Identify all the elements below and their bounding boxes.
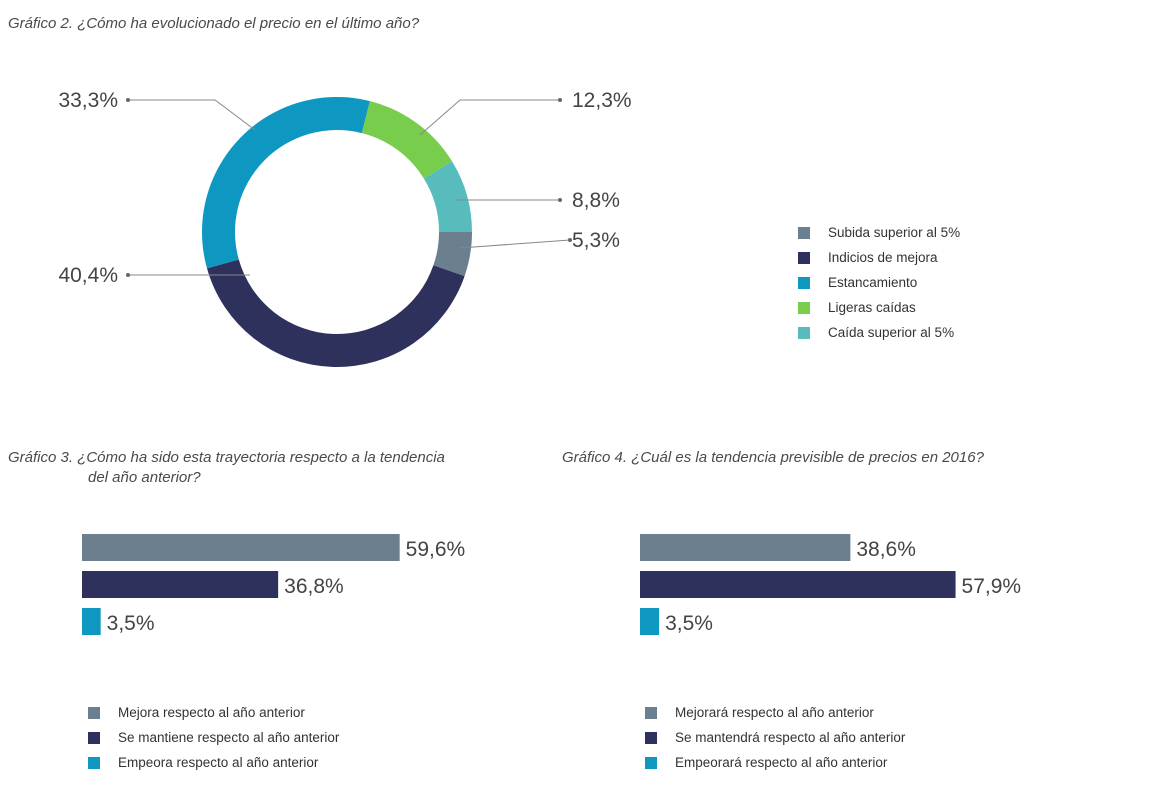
legend-item: Caída superior al 5%: [798, 320, 960, 345]
legend-label: Estancamiento: [828, 275, 918, 290]
legend-swatch: [88, 706, 100, 719]
legend-swatch: [88, 756, 100, 769]
bar-label: 36,8%: [284, 575, 344, 598]
chart3-legend: Mejora respecto al año anterior Se mantie…: [88, 700, 339, 775]
bar-label: 59,6%: [406, 538, 466, 561]
legend-label: Indicios de mejora: [828, 250, 938, 265]
legend-swatch: [645, 731, 657, 744]
bar: [82, 534, 400, 561]
legend-label: Se mantendrá respecto al año anterior: [675, 730, 906, 745]
leader-dot: [558, 198, 562, 202]
legend-swatch: [798, 276, 810, 289]
leader-line: [459, 239, 571, 249]
leader-dot: [126, 98, 130, 102]
legend-label: Empeora respecto al año anterior: [118, 755, 319, 770]
chart3-title-line2: del año anterior?: [88, 469, 201, 486]
leader-dot: [558, 98, 562, 102]
legend-item: Ligeras caídas: [798, 295, 960, 320]
legend-item: Empeorará respecto al año anterior: [645, 750, 905, 775]
bar: [640, 608, 660, 635]
bar: [82, 608, 101, 635]
legend-label: Mejorará respecto al año anterior: [675, 705, 874, 720]
legend-item: Estancamiento: [798, 270, 960, 295]
slice-label: 12,3%: [572, 89, 632, 112]
leader-dot: [126, 273, 130, 277]
slice-label: 5,3%: [572, 229, 620, 252]
legend-label: Caída superior al 5%: [828, 325, 955, 340]
donut-slice: [433, 232, 472, 277]
slice-label: 33,3%: [58, 89, 118, 112]
donut-slice: [423, 161, 472, 232]
chart4-title: Gráfico 4. ¿Cuál es la tendencia previsi…: [562, 449, 984, 466]
leader-line: [419, 99, 560, 136]
legend-label: Se mantiene respecto al año anterior: [118, 730, 340, 745]
bar-label: 57,9%: [962, 575, 1022, 598]
donut-slice: [361, 101, 452, 179]
bar-label: 3,5%: [107, 612, 155, 635]
legend-swatch: [798, 251, 810, 264]
legend-item: Mejorará respecto al año anterior: [645, 700, 905, 725]
legend-swatch: [645, 756, 657, 769]
legend-swatch: [798, 326, 810, 339]
legend-swatch: [88, 731, 100, 744]
legend-label: Mejora respecto al año anterior: [118, 705, 305, 720]
legend-item: Indicios de mejora: [798, 245, 960, 270]
leader-line: [128, 99, 256, 131]
slice-label: 40,4%: [58, 264, 118, 287]
legend-swatch: [798, 301, 810, 314]
legend-item: Mejora respecto al año anterior: [88, 700, 339, 725]
legend-label: Empeorará respecto al año anterior: [675, 755, 888, 770]
chart2-title: Gráfico 2. ¿Cómo ha evolucionado el prec…: [8, 15, 420, 32]
legend-item: Se mantiene respecto al año anterior: [88, 725, 339, 750]
chart2-legend: Subida superior al 5% Indicios de mejora E…: [798, 220, 960, 345]
legend-item: Se mantendrá respecto al año anterior: [645, 725, 905, 750]
legend-swatch: [645, 706, 657, 719]
legend-swatch: [798, 226, 810, 239]
chart4-legend: Mejorará respecto al año anterior Se mant…: [645, 700, 905, 775]
leader-dot: [568, 238, 572, 242]
donut-slice: [202, 96, 370, 269]
chart3-title: Gráfico 3. ¿Cómo ha sido esta trayectori…: [8, 448, 488, 488]
bar: [640, 534, 851, 561]
legend-label: Subida superior al 5%: [828, 225, 961, 240]
chart3-title-line1: Gráfico 3. ¿Cómo ha sido esta trayectori…: [8, 449, 445, 466]
legend-label: Ligeras caídas: [828, 300, 916, 315]
legend-item: Empeora respecto al año anterior: [88, 750, 339, 775]
slice-label: 8,8%: [572, 189, 620, 212]
bar-label: 38,6%: [856, 538, 916, 561]
bar-label: 3,5%: [665, 612, 713, 635]
legend-item: Subida superior al 5%: [798, 220, 960, 245]
bar: [640, 571, 956, 598]
donut-slice: [207, 259, 465, 367]
bar: [82, 571, 279, 598]
